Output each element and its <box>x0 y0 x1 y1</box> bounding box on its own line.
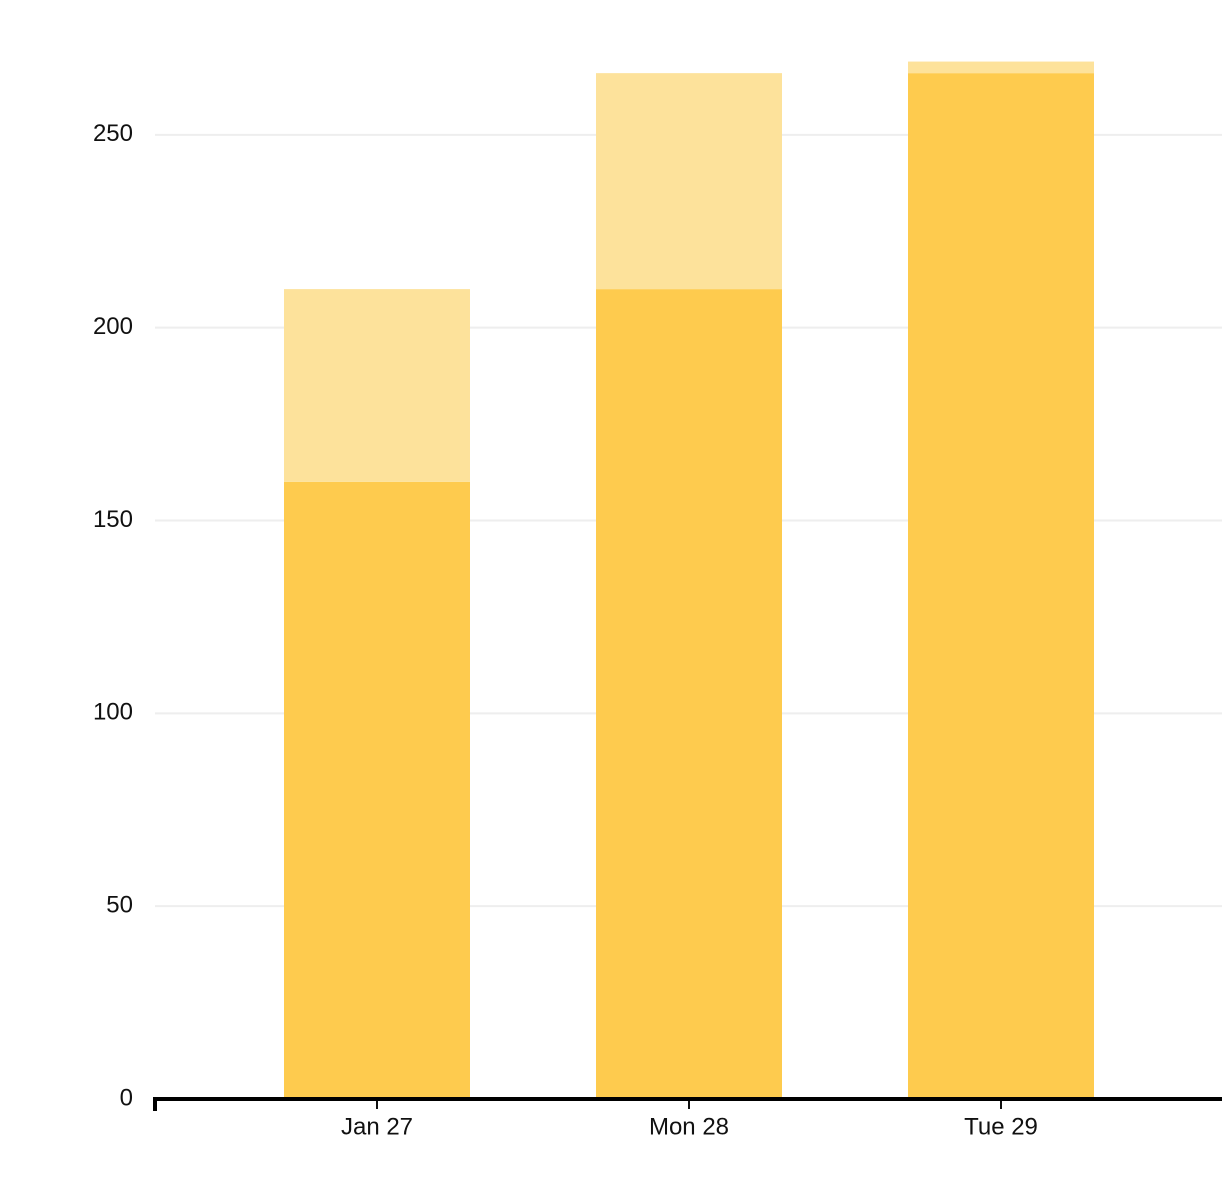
y-tick-label: 150 <box>93 506 133 533</box>
bar-segment <box>908 61 1094 74</box>
x-tick-label: Jan 27 <box>341 1113 413 1140</box>
bar-segment <box>908 73 1094 1100</box>
bar-segment <box>284 481 470 1099</box>
y-tick-label: 50 <box>106 892 133 919</box>
bar-segment <box>596 73 782 290</box>
x-tick-label: Mon 28 <box>649 1113 729 1140</box>
bar-segment <box>284 289 470 482</box>
y-tick-label: 250 <box>93 120 133 147</box>
y-tick-label: 0 <box>120 1084 133 1111</box>
y-tick-label: 200 <box>93 313 133 340</box>
x-tick-label: Tue 29 <box>964 1113 1038 1140</box>
y-tick-label: 100 <box>93 699 133 726</box>
bar-segment <box>596 289 782 1099</box>
